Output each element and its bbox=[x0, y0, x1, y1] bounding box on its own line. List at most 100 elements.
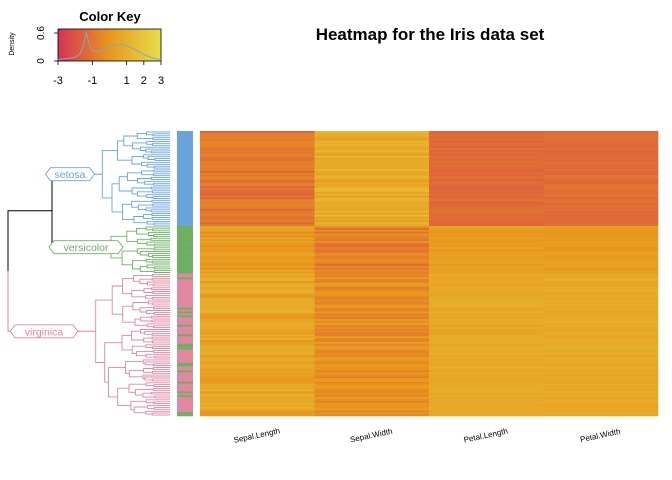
heatmap-cell bbox=[543, 142, 659, 145]
heatmap-cell bbox=[314, 283, 430, 286]
dendrogram-root-branch bbox=[7, 210, 52, 332]
side-color-cell bbox=[177, 383, 193, 386]
heatmap-cell bbox=[543, 364, 659, 367]
heatmap-cell bbox=[200, 385, 315, 388]
heatmap-cell bbox=[543, 153, 659, 156]
heatmap-cell bbox=[200, 176, 315, 179]
heatmap-cell bbox=[200, 303, 315, 307]
heatmap-cell bbox=[543, 300, 659, 303]
heatmap-cell bbox=[429, 317, 544, 320]
heatmap-cell bbox=[429, 397, 544, 400]
heatmap-cell bbox=[200, 364, 315, 367]
heatmap-cell bbox=[429, 313, 544, 316]
heatmap-cell bbox=[429, 391, 544, 394]
heatmap-cell bbox=[200, 402, 315, 405]
side-color-cell bbox=[177, 146, 193, 149]
heatmap-cell bbox=[543, 307, 659, 310]
side-color-cell bbox=[177, 235, 193, 238]
dendrogram-branch bbox=[151, 177, 170, 180]
heatmap-cell bbox=[314, 245, 430, 248]
heatmap-cell bbox=[200, 349, 315, 352]
heatmap-cell bbox=[543, 256, 659, 259]
color-key-y-ticks: 00.6 bbox=[36, 26, 58, 64]
heatmap-cell bbox=[543, 229, 659, 232]
side-color-cell bbox=[177, 212, 193, 215]
heatmap-cell bbox=[543, 252, 659, 255]
heatmap-cell bbox=[429, 176, 544, 179]
heatmap-cell bbox=[429, 404, 544, 407]
heatmap-cell bbox=[429, 302, 544, 305]
heatmap-cell bbox=[543, 203, 659, 206]
heatmap-cell bbox=[200, 191, 315, 194]
heatmap-cell bbox=[200, 277, 315, 280]
dendrogram-branch bbox=[151, 296, 170, 300]
heatmap-cell bbox=[200, 311, 315, 314]
heatmap-cell bbox=[543, 414, 659, 417]
heatmap-cell bbox=[543, 231, 659, 234]
side-color-cell bbox=[177, 368, 193, 371]
column-label: Petal.Width bbox=[579, 427, 621, 444]
heatmap-cell bbox=[314, 286, 430, 289]
heatmap-cell bbox=[200, 296, 315, 299]
heatmap-cell bbox=[200, 317, 315, 320]
heatmap-cell bbox=[543, 241, 659, 244]
heatmap-cell bbox=[200, 208, 315, 212]
side-color-cell bbox=[177, 313, 193, 316]
dendrogram-branch bbox=[152, 133, 170, 137]
heatmap-cell bbox=[200, 178, 315, 181]
heatmap-cell bbox=[543, 207, 659, 210]
heatmap-cell bbox=[429, 144, 544, 147]
heatmap-cell bbox=[543, 140, 659, 143]
side-color-cell bbox=[177, 262, 193, 265]
heatmap-cell bbox=[543, 275, 659, 278]
heatmap-cell bbox=[200, 341, 315, 345]
side-color-cell bbox=[177, 324, 193, 327]
heatmap-cell bbox=[429, 146, 544, 149]
dendrogram-branch bbox=[130, 400, 147, 411]
heatmap-cell bbox=[314, 178, 430, 181]
group-labels: setosa versicolor virginica bbox=[9, 167, 124, 338]
dendrogram-branch bbox=[131, 155, 144, 165]
heatmap-cell bbox=[429, 167, 544, 170]
heatmap-cell bbox=[200, 404, 315, 407]
color-key-title: Color Key bbox=[79, 9, 141, 24]
heatmap-cell bbox=[429, 245, 544, 248]
heatmap-cell bbox=[314, 389, 430, 392]
side-color-cell bbox=[177, 256, 193, 259]
heatmap-cell bbox=[543, 334, 659, 337]
side-color-cell bbox=[177, 243, 193, 246]
color-key-x-ticks: -3 -1 1 2 3 bbox=[53, 61, 164, 87]
heatmap-cell bbox=[429, 349, 544, 352]
heatmap-cell bbox=[429, 269, 544, 272]
side-color-cell bbox=[177, 229, 193, 232]
side-color-cell bbox=[177, 355, 193, 358]
heatmap-cell bbox=[543, 212, 659, 215]
heatmap-cell bbox=[314, 341, 430, 345]
dendrogram-branch bbox=[131, 345, 146, 354]
dendrogram-branch bbox=[128, 369, 144, 378]
heatmap-cell bbox=[429, 330, 544, 333]
heatmap-cell bbox=[200, 292, 315, 295]
heatmap-cell bbox=[200, 338, 315, 341]
heatmap-cell bbox=[200, 150, 315, 153]
side-color-cell bbox=[177, 353, 193, 356]
heatmap-cell bbox=[314, 347, 430, 350]
dendrogram-branch bbox=[151, 277, 170, 281]
heatmap-cell bbox=[314, 207, 430, 210]
heatmap-cell bbox=[314, 269, 430, 272]
side-color-cell bbox=[177, 191, 193, 194]
heatmap-cell bbox=[200, 284, 315, 288]
side-color-cell bbox=[177, 148, 193, 151]
heatmap-cell bbox=[429, 412, 544, 415]
heatmap-cell bbox=[200, 224, 315, 227]
color-key-tick-label: 2 bbox=[141, 75, 147, 87]
side-color-cell bbox=[177, 336, 193, 339]
heatmap-cell bbox=[200, 264, 315, 267]
heatmap-cell bbox=[543, 220, 659, 223]
side-color-cell bbox=[177, 347, 193, 350]
heatmap-cell bbox=[429, 218, 544, 221]
heatmap-cell bbox=[314, 315, 430, 318]
heatmap-cell bbox=[314, 169, 430, 172]
heatmap-cell bbox=[200, 132, 315, 136]
side-color-cell bbox=[177, 265, 193, 269]
